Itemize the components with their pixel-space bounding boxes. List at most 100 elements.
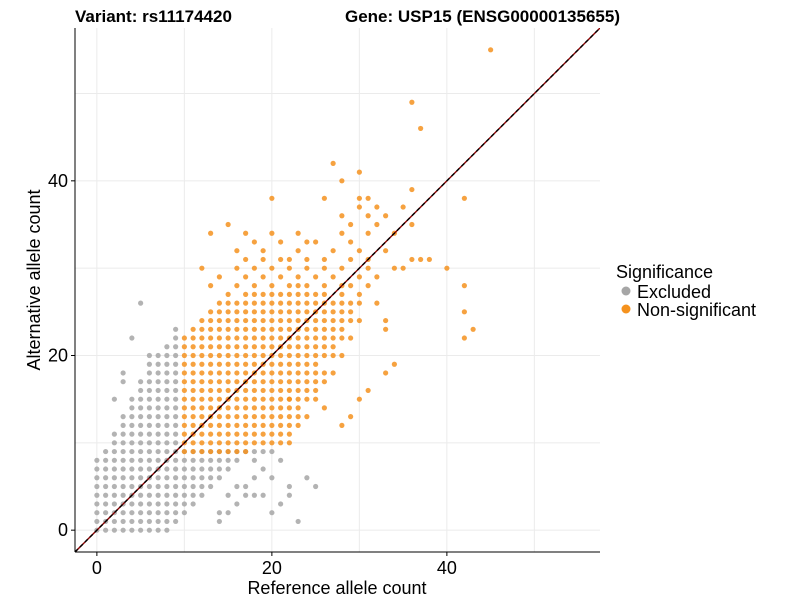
x-tick-label: 0 xyxy=(92,558,102,578)
point-non-significant xyxy=(286,265,292,271)
point-excluded xyxy=(269,475,275,481)
point-non-significant xyxy=(269,300,275,306)
point-excluded xyxy=(199,483,205,490)
point-non-significant xyxy=(286,405,292,411)
point-excluded xyxy=(111,492,117,498)
legend-title: Significance xyxy=(616,262,713,282)
point-non-significant xyxy=(339,178,345,184)
point-non-significant xyxy=(278,309,284,315)
point-non-significant xyxy=(295,414,301,420)
point-non-significant xyxy=(295,344,301,350)
point-excluded xyxy=(155,527,161,533)
point-excluded xyxy=(181,492,187,498)
point-excluded xyxy=(103,501,109,507)
point-non-significant xyxy=(269,195,275,201)
chart-title-gene: Gene: USP15 (ENSG00000135655) xyxy=(345,7,620,26)
point-excluded xyxy=(173,518,179,525)
point-excluded xyxy=(173,344,179,350)
point-non-significant xyxy=(243,370,249,376)
point-non-significant xyxy=(208,440,214,446)
point-non-significant xyxy=(208,396,214,402)
point-non-significant xyxy=(260,256,266,263)
point-excluded xyxy=(164,370,170,376)
point-non-significant xyxy=(356,291,362,297)
point-excluded xyxy=(138,422,144,428)
point-non-significant xyxy=(348,239,354,245)
point-non-significant xyxy=(313,344,319,350)
point-non-significant xyxy=(216,448,222,455)
point-excluded xyxy=(243,483,249,490)
point-non-significant xyxy=(313,361,319,367)
point-non-significant xyxy=(313,317,319,324)
point-non-significant xyxy=(190,405,196,411)
point-excluded xyxy=(225,457,231,463)
point-non-significant xyxy=(216,300,222,306)
point-excluded xyxy=(155,379,161,385)
point-non-significant xyxy=(269,344,275,350)
point-non-significant xyxy=(199,396,205,402)
point-non-significant xyxy=(234,405,240,411)
point-non-significant xyxy=(304,370,310,376)
point-excluded xyxy=(111,396,117,402)
point-non-significant xyxy=(278,274,284,280)
point-non-significant xyxy=(225,422,231,428)
point-excluded xyxy=(164,483,170,490)
point-excluded xyxy=(129,405,135,411)
point-excluded xyxy=(164,527,170,533)
point-non-significant xyxy=(278,300,284,306)
point-excluded xyxy=(146,370,152,376)
point-non-significant xyxy=(400,265,406,271)
gridlines xyxy=(75,28,600,552)
point-non-significant xyxy=(313,326,319,332)
point-excluded xyxy=(120,379,126,385)
point-excluded xyxy=(129,335,135,341)
point-non-significant xyxy=(199,448,205,455)
point-non-significant xyxy=(260,291,266,297)
point-excluded xyxy=(103,510,109,516)
point-excluded xyxy=(120,527,126,533)
point-non-significant xyxy=(348,414,354,420)
point-excluded xyxy=(111,475,117,481)
point-excluded xyxy=(120,492,126,498)
point-excluded xyxy=(94,483,100,490)
point-non-significant xyxy=(251,361,257,367)
point-excluded xyxy=(181,475,187,481)
point-non-significant xyxy=(225,221,231,228)
point-excluded xyxy=(146,527,152,533)
point-non-significant xyxy=(356,195,362,201)
point-excluded xyxy=(129,475,135,481)
point-non-significant xyxy=(216,344,222,350)
point-excluded xyxy=(164,422,170,428)
point-non-significant xyxy=(286,300,292,306)
point-excluded xyxy=(164,501,170,507)
point-non-significant xyxy=(278,431,284,437)
point-excluded xyxy=(199,492,205,498)
point-excluded xyxy=(243,492,249,498)
point-non-significant xyxy=(383,370,389,376)
point-non-significant xyxy=(348,283,354,289)
point-excluded xyxy=(208,466,214,472)
point-excluded xyxy=(155,361,161,367)
point-non-significant xyxy=(181,431,187,437)
point-excluded xyxy=(146,492,152,498)
point-non-significant xyxy=(286,291,292,297)
point-excluded xyxy=(199,466,205,472)
point-excluded xyxy=(164,414,170,420)
point-excluded xyxy=(129,483,135,490)
point-non-significant xyxy=(269,361,275,367)
point-non-significant xyxy=(199,352,205,359)
point-excluded xyxy=(146,466,152,472)
point-excluded xyxy=(129,501,135,507)
point-non-significant xyxy=(348,317,354,324)
point-non-significant xyxy=(243,309,249,315)
point-excluded xyxy=(111,518,117,525)
point-excluded xyxy=(120,448,126,455)
point-non-significant xyxy=(286,370,292,376)
point-excluded xyxy=(129,414,135,420)
point-non-significant xyxy=(216,422,222,428)
point-non-significant xyxy=(208,326,214,332)
point-non-significant xyxy=(243,335,249,341)
point-non-significant xyxy=(190,448,196,455)
point-excluded xyxy=(138,518,144,525)
